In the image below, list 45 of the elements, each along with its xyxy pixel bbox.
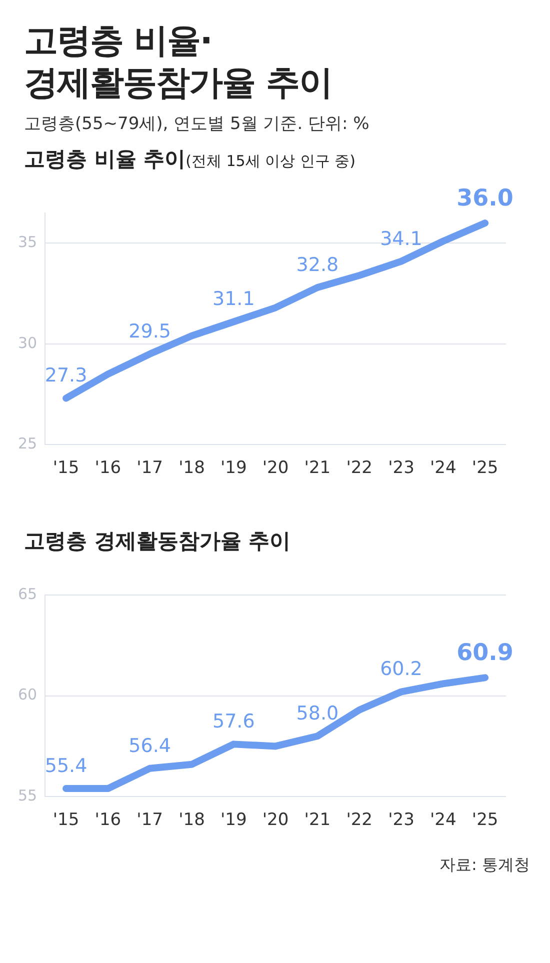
x-tick-label: '18 bbox=[178, 810, 205, 830]
y-tick-label: 65 bbox=[18, 584, 38, 603]
x-tick-label: '22 bbox=[346, 458, 372, 478]
x-tick-label: '17 bbox=[136, 458, 163, 478]
y-tick-label: 55 bbox=[18, 786, 38, 804]
x-tick-label: '20 bbox=[262, 810, 289, 830]
x-tick-label: '17 bbox=[136, 810, 163, 830]
y-tick-label: 25 bbox=[18, 434, 38, 452]
x-tick-label: '24 bbox=[430, 810, 456, 830]
x-tick-label: '25 bbox=[472, 458, 498, 478]
x-tick-label: '24 bbox=[430, 458, 456, 478]
data-label: 29.5 bbox=[128, 320, 171, 342]
chart-title: 고령층 경제활동참가율 추이 bbox=[23, 528, 292, 555]
x-tick-label: '20 bbox=[262, 458, 289, 478]
data-label: 55.4 bbox=[44, 754, 88, 777]
data-label: 57.6 bbox=[212, 710, 255, 733]
x-tick-label: '23 bbox=[388, 458, 414, 478]
chart-subtitle: (전체 15세 이상 인구 중) bbox=[186, 152, 356, 170]
x-tick-label: '16 bbox=[94, 810, 122, 830]
x-tick-label: '23 bbox=[388, 810, 414, 830]
data-label: 27.3 bbox=[44, 364, 88, 387]
x-tick-label: '22 bbox=[346, 810, 372, 830]
x-tick-label: '21 bbox=[304, 458, 331, 478]
y-tick-label: 30 bbox=[18, 334, 38, 352]
data-label: 32.8 bbox=[296, 254, 339, 276]
x-tick-label: '15 bbox=[52, 810, 80, 830]
text: 고령층(55~79세), 연도별 5월 기준. 단위: % bbox=[23, 113, 370, 135]
data-label: 31.1 bbox=[212, 288, 255, 310]
x-tick-label: '19 bbox=[220, 810, 247, 830]
y-tick-label: 35 bbox=[18, 233, 38, 252]
data-label: 60.2 bbox=[380, 658, 422, 680]
x-tick-label: '16 bbox=[94, 458, 122, 478]
data-label: 56.4 bbox=[128, 734, 171, 757]
x-tick-label: '25 bbox=[472, 810, 498, 830]
y-tick-label: 60 bbox=[18, 686, 38, 704]
x-tick-label: '19 bbox=[220, 458, 247, 478]
data-label: 34.1 bbox=[380, 228, 422, 250]
data-label: 36.0 bbox=[456, 186, 514, 212]
data-label: 60.9 bbox=[456, 640, 514, 666]
x-tick-label: '18 bbox=[178, 458, 205, 478]
text: 고령층 비율· 경제활동참가율 추이 bbox=[23, 20, 333, 104]
x-tick-label: '15 bbox=[52, 458, 80, 478]
data-label: 58.0 bbox=[296, 702, 339, 725]
text: 자료: 통계청 bbox=[438, 855, 531, 876]
x-tick-label: '21 bbox=[304, 810, 331, 830]
